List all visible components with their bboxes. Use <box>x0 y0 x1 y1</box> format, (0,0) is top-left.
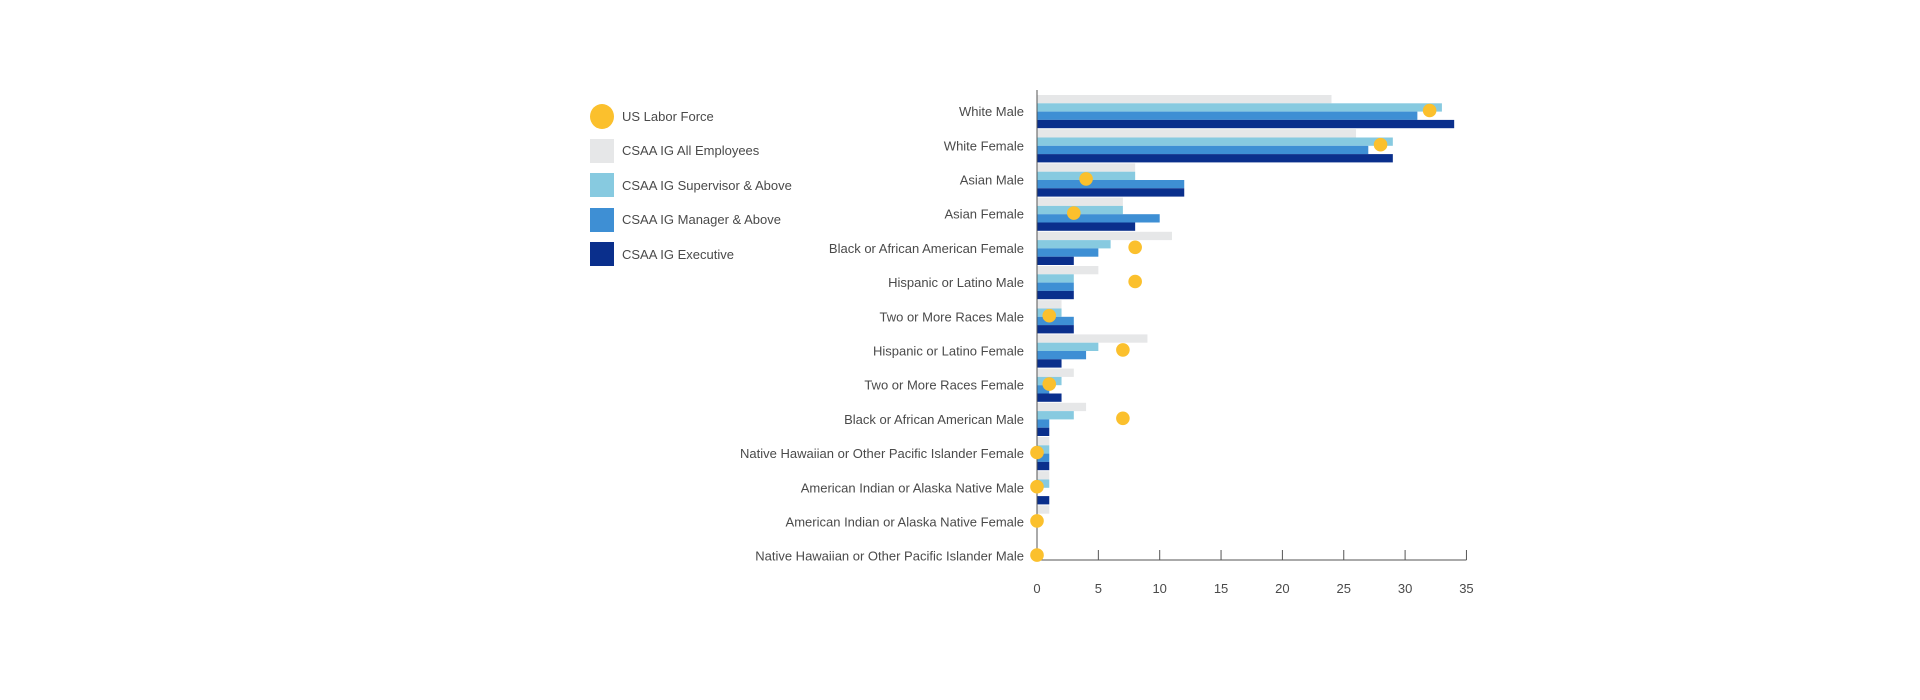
bar-csaa-ig-manager-above-hispanic-or-latino-female <box>1037 351 1087 360</box>
x-tick-label: 25 <box>1337 581 1351 596</box>
legend-item-us-labor-force: US Labor Force <box>590 103 792 129</box>
bar-csaa-ig-manager-above-two-or-more-races-male <box>1037 316 1074 326</box>
bar-csaa-ig-supervisor-above-american-indian-or-alaska-native-male <box>1037 479 1050 488</box>
x-tick-label: 10 <box>1152 581 1166 596</box>
category-label: White Female <box>944 138 1024 153</box>
bar-csaa-ig-all-employees-white-male <box>1037 95 1332 104</box>
bar-csaa-ig-executive-american-indian-or-alaska-native-male <box>1037 496 1050 505</box>
legend-swatch-manager-above <box>590 207 614 232</box>
bar-csaa-ig-supervisor-above-hispanic-or-latino-male <box>1037 274 1074 283</box>
legend-swatch-supervisor-above <box>590 173 614 197</box>
category-label: Native Hawaiian or Other Pacific Islande… <box>740 446 1024 461</box>
legend-item-supervisor-above: CSAA IG Supervisor & Above <box>590 173 792 197</box>
legend-label: US Labor Force <box>622 108 714 124</box>
marker-us-labor-force-american-indian-or-alaska-native-male <box>1030 479 1044 494</box>
x-tick-label: 0 <box>1033 581 1040 596</box>
bar-csaa-ig-all-employees-american-indian-or-alaska-native-female <box>1037 505 1050 514</box>
bar-csaa-ig-supervisor-above-black-or-african-american-male <box>1037 411 1074 420</box>
marker-us-labor-force-native-hawaiian-or-other-pacific-islander-female <box>1030 445 1044 460</box>
legend-item-executive: CSAA IG Executive <box>590 242 792 266</box>
bar-csaa-ig-executive-asian-female <box>1037 222 1136 231</box>
marker-us-labor-force-native-hawaiian-or-other-pacific-islander-male <box>1030 548 1044 562</box>
bar-csaa-ig-manager-above-asian-male <box>1037 180 1185 189</box>
category-label: Hispanic or Latino Female <box>873 344 1024 359</box>
marker-us-labor-force-hispanic-or-latino-female <box>1116 343 1130 357</box>
bar-csaa-ig-manager-above-native-hawaiian-or-other-pacific-islander-female <box>1037 453 1050 462</box>
category-label: Hispanic or Latino Male <box>888 275 1024 290</box>
marker-us-labor-force-asian-male <box>1079 172 1093 186</box>
legend-label: CSAA IG Manager & Above <box>622 212 781 227</box>
bar-csaa-ig-executive-hispanic-or-latino-female <box>1037 359 1062 368</box>
bar-csaa-ig-manager-above-two-or-more-races-female <box>1037 385 1050 394</box>
bar-csaa-ig-manager-above-hispanic-or-latino-male <box>1037 282 1074 291</box>
bar-csaa-ig-executive-white-male <box>1037 119 1455 129</box>
category-label: Black or African American Female <box>829 241 1024 256</box>
bar-csaa-ig-supervisor-above-white-male <box>1037 103 1442 112</box>
bar-csaa-ig-executive-hispanic-or-latino-male <box>1037 290 1074 300</box>
category-label: Two or More Races Female <box>864 378 1024 393</box>
bar-csaa-ig-executive-two-or-more-races-female <box>1037 393 1062 402</box>
legend-label: CSAA IG Supervisor & Above <box>622 177 792 193</box>
bar-csaa-ig-all-employees-asian-female <box>1037 197 1123 206</box>
bar-csaa-ig-all-employees-hispanic-or-latino-male <box>1037 266 1099 275</box>
marker-us-labor-force-two-or-more-races-male <box>1042 308 1057 323</box>
legend-item-all-employees: CSAA IG All Employees <box>590 138 792 163</box>
x-tick-label: 5 <box>1095 581 1102 596</box>
category-label: American Indian or Alaska Native Female <box>786 515 1024 530</box>
bar-csaa-ig-executive-black-or-african-american-female <box>1037 256 1074 265</box>
category-label: Black or African American Male <box>844 412 1024 427</box>
marker-us-labor-force-two-or-more-races-female <box>1042 377 1057 391</box>
bar-csaa-ig-supervisor-above-hispanic-or-latino-female <box>1037 342 1099 351</box>
bar-csaa-ig-executive-two-or-more-races-male <box>1037 325 1074 334</box>
bar-csaa-ig-supervisor-above-native-hawaiian-or-other-pacific-islander-female <box>1037 445 1050 454</box>
legend-swatch-executive <box>590 242 614 266</box>
bar-csaa-ig-manager-above-white-female <box>1037 145 1369 155</box>
bar-csaa-ig-manager-above-black-or-african-american-female <box>1037 248 1099 257</box>
bar-csaa-ig-all-employees-hispanic-or-latino-female <box>1037 334 1148 343</box>
bar-csaa-ig-executive-white-female <box>1037 154 1393 163</box>
legend: US Labor Force CSAA IG All Employees CSA… <box>590 103 792 277</box>
category-label: American Indian or Alaska Native Male <box>801 480 1024 495</box>
legend-item-manager-above: CSAA IG Manager & Above <box>590 207 792 232</box>
bar-csaa-ig-executive-native-hawaiian-or-other-pacific-islander-female <box>1037 461 1050 471</box>
bar-csaa-ig-all-employees-two-or-more-races-male <box>1037 300 1062 309</box>
bar-csaa-ig-all-employees-american-indian-or-alaska-native-male <box>1037 471 1050 480</box>
bar-csaa-ig-all-employees-asian-male <box>1037 163 1136 172</box>
category-label: Asian Male <box>960 173 1024 188</box>
marker-us-labor-force-white-male <box>1422 103 1437 118</box>
marker-us-labor-force-black-or-african-american-male <box>1116 411 1130 426</box>
marker-us-labor-force-american-indian-or-alaska-native-female <box>1030 514 1044 528</box>
marker-us-labor-force-black-or-african-american-female <box>1128 240 1142 255</box>
bar-csaa-ig-all-employees-white-female <box>1037 129 1357 138</box>
bar-csaa-ig-executive-asian-male <box>1037 188 1185 197</box>
bar-csaa-ig-manager-above-white-male <box>1037 111 1418 120</box>
x-tick-label: 35 <box>1459 581 1473 596</box>
legend-label: CSAA IG Executive <box>622 246 734 262</box>
bar-csaa-ig-all-employees-native-hawaiian-or-other-pacific-islander-female <box>1037 437 1050 446</box>
marker-us-labor-force-asian-female <box>1067 206 1081 220</box>
x-tick-label: 20 <box>1275 581 1289 596</box>
bar-csaa-ig-all-employees-black-or-african-american-female <box>1037 231 1172 241</box>
bar-csaa-ig-all-employees-two-or-more-races-female <box>1037 368 1074 377</box>
bar-csaa-ig-executive-black-or-african-american-male <box>1037 427 1050 436</box>
legend-swatch-all-employees <box>590 138 614 163</box>
bar-csaa-ig-manager-above-black-or-african-american-male <box>1037 419 1050 428</box>
category-label: Native Hawaiian or Other Pacific Islande… <box>755 549 1024 564</box>
legend-label: CSAA IG All Employees <box>622 143 760 158</box>
bar-csaa-ig-supervisor-above-asian-female <box>1037 205 1123 215</box>
bar-csaa-ig-supervisor-above-white-female <box>1037 137 1393 146</box>
category-label: White Male <box>959 104 1024 119</box>
marker-us-labor-force-hispanic-or-latino-male <box>1128 274 1142 289</box>
x-tick-label: 15 <box>1214 581 1228 596</box>
category-label: Asian Female <box>945 207 1024 222</box>
bar-csaa-ig-supervisor-above-black-or-african-american-female <box>1037 240 1111 249</box>
legend-swatch-us-labor-force <box>590 103 614 129</box>
marker-us-labor-force-white-female <box>1373 137 1388 152</box>
category-label: Two or More Races Male <box>880 309 1025 324</box>
x-tick-label: 30 <box>1398 581 1412 596</box>
bar-csaa-ig-manager-above-asian-female <box>1037 214 1160 223</box>
bar-csaa-ig-all-employees-black-or-african-american-male <box>1037 402 1087 412</box>
